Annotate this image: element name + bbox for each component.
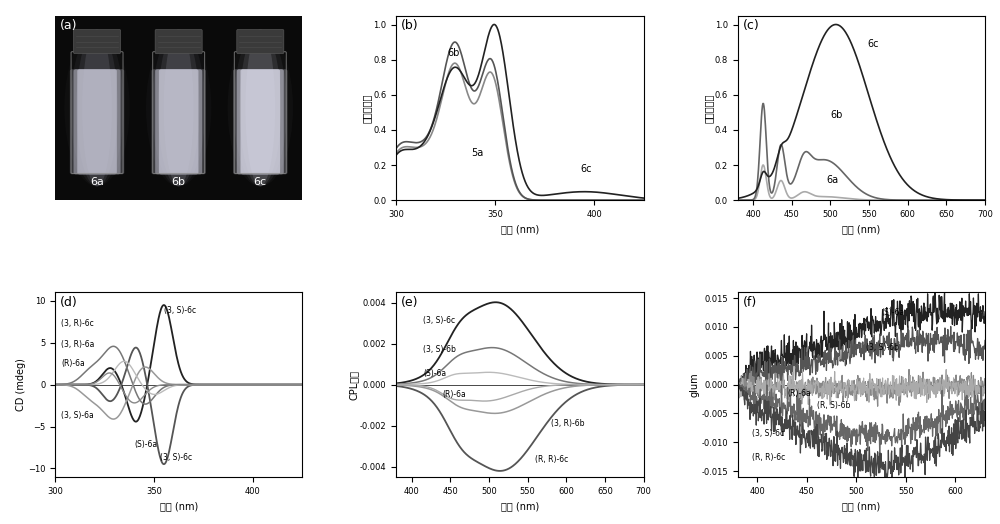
Ellipse shape [234, 29, 287, 187]
Text: (R)-6a: (R)-6a [787, 389, 811, 398]
Ellipse shape [158, 29, 199, 187]
Text: (R, R)-6c: (R, R)-6c [753, 453, 786, 462]
Text: (b): (b) [401, 19, 419, 32]
Text: (3, S)-6a: (3, S)-6a [61, 411, 94, 420]
FancyBboxPatch shape [155, 69, 202, 174]
Y-axis label: CPL强度: CPL强度 [349, 369, 359, 400]
FancyBboxPatch shape [233, 69, 288, 174]
FancyBboxPatch shape [237, 29, 284, 53]
Text: (3, S)-6b: (3, S)-6b [423, 345, 456, 354]
Text: (3, S)-6c: (3, S)-6c [164, 307, 196, 315]
Text: (d): (d) [60, 296, 78, 309]
Ellipse shape [82, 29, 112, 187]
X-axis label: 波长 (nm): 波长 (nm) [160, 501, 198, 511]
FancyBboxPatch shape [241, 69, 280, 174]
X-axis label: 波长 (nm): 波长 (nm) [501, 224, 539, 234]
Text: (S)-6a: (S)-6a [134, 441, 157, 450]
Ellipse shape [152, 29, 205, 187]
Text: 6a: 6a [827, 174, 839, 184]
Text: (c): (c) [743, 19, 759, 32]
Text: (a): (a) [60, 19, 77, 32]
Text: (3, S)-6c: (3, S)-6c [753, 430, 785, 439]
Text: (S)-6a: (S)-6a [423, 369, 447, 378]
Ellipse shape [70, 29, 124, 187]
FancyBboxPatch shape [237, 69, 284, 174]
FancyBboxPatch shape [155, 29, 202, 53]
Text: 6c: 6c [580, 164, 592, 174]
Text: (R)-6a: (R)-6a [61, 359, 85, 368]
Text: (R, R)-6c: (R, R)-6c [535, 455, 569, 464]
FancyBboxPatch shape [151, 69, 206, 174]
Text: (f): (f) [743, 296, 757, 309]
Text: 5a: 5a [472, 148, 484, 158]
FancyBboxPatch shape [70, 69, 124, 174]
Text: (3, R)-6c: (3, R)-6c [61, 319, 94, 328]
Text: (3, S)-6c: (3, S)-6c [423, 316, 456, 325]
Text: (3, R)-6a: (3, R)-6a [61, 340, 94, 349]
Ellipse shape [164, 29, 194, 187]
Y-axis label: CD (mdeg): CD (mdeg) [16, 358, 26, 411]
FancyBboxPatch shape [159, 69, 198, 174]
Text: (R, S)-6b: (R, S)-6b [817, 401, 850, 410]
Text: (R)-6a: (R)-6a [443, 390, 466, 399]
Ellipse shape [240, 29, 281, 187]
Text: 6c: 6c [868, 39, 879, 49]
X-axis label: 波长 (nm): 波长 (nm) [501, 501, 539, 511]
FancyBboxPatch shape [74, 29, 121, 53]
Y-axis label: 标准化吸收: 标准化吸收 [362, 93, 372, 123]
FancyBboxPatch shape [74, 69, 121, 174]
Ellipse shape [76, 29, 118, 187]
FancyBboxPatch shape [55, 16, 302, 200]
Text: 6b: 6b [830, 110, 843, 119]
X-axis label: 波长 (nm): 波长 (nm) [842, 224, 880, 234]
Text: (e): (e) [401, 296, 419, 309]
Text: (3, S)-6c: (3, S)-6c [160, 453, 192, 462]
Text: (3, S)-6b: (3, S)-6b [866, 343, 899, 352]
Y-axis label: 标准化荧光: 标准化荧光 [703, 93, 713, 123]
Text: (3, R)-6b: (3, R)-6b [551, 419, 584, 428]
Text: (S)-6a: (S)-6a [881, 309, 904, 318]
X-axis label: 波长 (nm): 波长 (nm) [842, 501, 880, 511]
Text: 6b: 6b [448, 48, 460, 58]
Ellipse shape [245, 29, 275, 187]
FancyBboxPatch shape [77, 69, 117, 174]
Text: 6a: 6a [90, 177, 104, 187]
Text: 6c: 6c [254, 177, 267, 187]
Y-axis label: glum: glum [690, 373, 700, 397]
Text: 6b: 6b [172, 177, 186, 187]
